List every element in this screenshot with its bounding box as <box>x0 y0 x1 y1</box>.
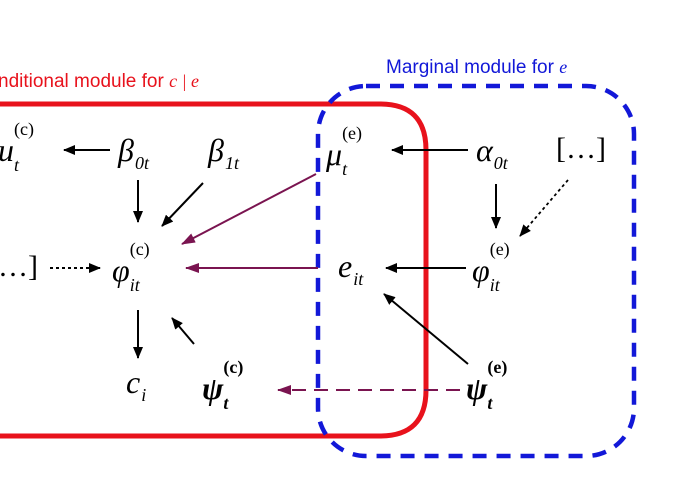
node-phi-e-sup: (e) <box>489 239 510 259</box>
marginal-module-title: Marginal module for e <box>386 57 567 79</box>
node-psi-e-sup: (e) <box>487 357 508 377</box>
node-mu-e-sup: (e) <box>342 123 363 143</box>
node-mu-e-base: μ <box>326 136 343 172</box>
node-psi-e-sub: t <box>487 393 493 413</box>
conditional-module-box <box>0 101 429 439</box>
node-beta1-base: β <box>208 132 224 168</box>
node-c-i: ci <box>126 366 146 404</box>
node-psi-e-base: ψ <box>466 370 488 406</box>
arrow-mu-e-to-phi-c <box>181 173 317 245</box>
node-phi-e: φ (e) it <box>472 240 510 294</box>
node-c-i-base: c <box>126 364 141 400</box>
node-psi-e: ψ (e) t <box>466 358 507 412</box>
node-psi-c: ψ (c) t <box>202 358 243 412</box>
node-beta0-base: β <box>118 132 134 168</box>
node-mu-c-base: u <box>0 132 14 168</box>
node-dots-right: […] <box>556 134 606 164</box>
arrow-psi-c-to-phi-c <box>171 317 195 345</box>
node-mu-e-sub: t <box>342 159 348 179</box>
marginal-title-text: Marginal module for <box>386 57 560 78</box>
marginal-module-box <box>315 83 637 459</box>
node-psi-c-sub: t <box>223 393 229 413</box>
arrow-dots-to-phi-e <box>519 179 569 237</box>
node-e-it-sub: it <box>353 269 364 289</box>
node-c-i-sub: i <box>141 385 147 405</box>
node-phi-e-sub: it <box>489 275 500 295</box>
node-alpha0-base: α <box>476 132 493 168</box>
node-phi-c-sub: it <box>129 275 140 295</box>
node-dots-left: …] <box>0 252 38 282</box>
node-psi-c-sup: (c) <box>223 357 244 377</box>
node-psi-c-base: ψ <box>202 370 224 406</box>
node-mu-e: μ (e) t <box>326 124 362 178</box>
node-beta0: β0t <box>118 134 149 172</box>
marginal-title-vars: e <box>559 57 568 77</box>
conditional-module-title: nditional module for c | e <box>0 71 199 93</box>
conditional-title-vars: c | e <box>169 71 200 91</box>
node-dots-left-text: …] <box>0 250 38 283</box>
node-beta1: β1t <box>208 134 239 172</box>
arrow-beta1-to-phi-c <box>161 182 204 227</box>
node-dots-right-text: […] <box>556 132 606 165</box>
node-e-it: eit <box>338 250 363 288</box>
node-mu-c-sub: t <box>14 155 20 175</box>
node-e-it-base: e <box>338 248 353 284</box>
node-beta0-sub: 0t <box>134 153 149 173</box>
arrow-psi-e-to-e-it <box>383 293 469 365</box>
node-phi-c: φ (c) it <box>112 240 150 294</box>
node-phi-c-sup: (c) <box>129 239 150 259</box>
node-alpha0-sub: 0t <box>493 153 508 173</box>
node-mu-c: u(c) t <box>0 120 34 174</box>
node-mu-c-sup: (c) <box>14 119 34 139</box>
node-phi-c-base: φ <box>112 252 130 288</box>
node-alpha0: α0t <box>476 134 508 172</box>
node-beta1-sub: 1t <box>224 153 239 173</box>
conditional-title-text: nditional module for <box>0 71 170 92</box>
node-phi-e-base: φ <box>472 252 490 288</box>
